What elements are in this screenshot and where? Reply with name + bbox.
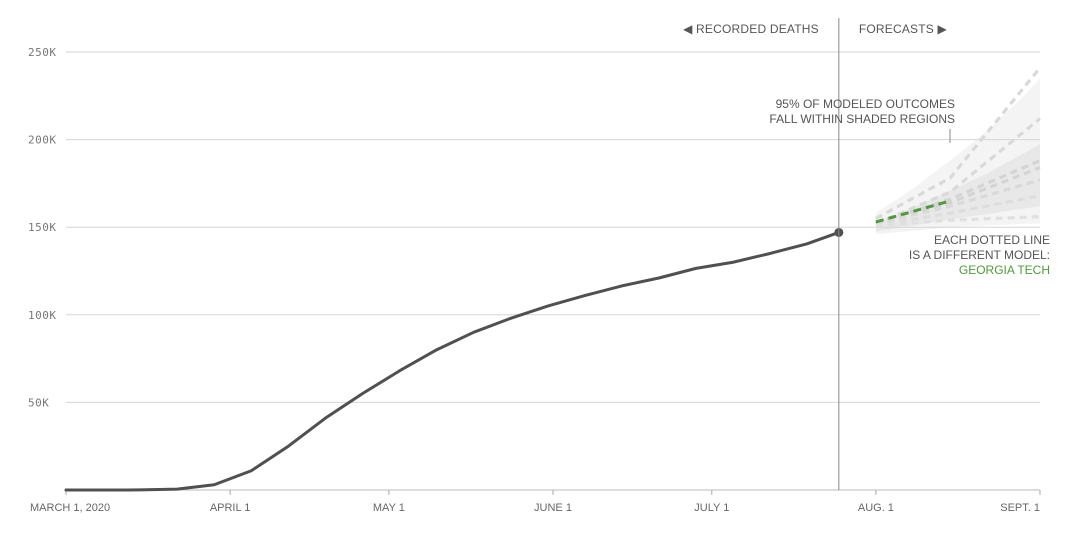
x-tick-label: JULY 1 [694,502,729,514]
y-tick-label: 200K [28,134,57,147]
highlight-model-label: GEORGIA TECH [959,263,1050,277]
forecast-model-line [875,66,1042,220]
recorded-deaths-layer [64,227,844,492]
x-tick-label: SEPT. 1 [1000,502,1040,514]
x-tick-label: JUNE 1 [534,502,572,514]
forecast-model-line [875,117,1042,226]
recorded-deaths-header: ◀ RECORDED DEATHS [683,22,819,36]
forecast-model-line [875,166,1041,224]
forecast-models-layer [875,66,1042,228]
y-tick-label: 150K [28,221,57,234]
x-tick-label: APRIL 1 [210,502,251,514]
x-tick-label: AUG. 1 [858,502,894,514]
band-annotation-line-2: FALL WITHIN SHADED REGIONS [769,112,955,126]
forecast-model-line [875,194,1041,228]
forecast-model-line [875,178,1041,226]
x-tick-label: MAY 1 [373,502,405,514]
axis-labels: 50K 100K 150K 200K 250K MARCH 1, 2020 APRIL 1 M… [28,46,1040,514]
recorded-deaths-line [64,230,841,492]
forecast-model-line [875,215,1041,228]
band-annotation-line-1: 95% OF MODELED OUTCOMES [776,97,955,111]
forecast-band-outer [875,78,1040,235]
models-annotation-line-2: IS A DIFFERENT MODEL: [909,248,1050,262]
x-tick-label: MARCH 1, 2020 [30,502,110,514]
models-annotation-line-1: EACH DOTTED LINE [934,233,1050,247]
y-tick-label: 100K [28,309,57,322]
gridlines [65,51,1041,495]
forecasts-header: FORECASTS ▶ [859,22,948,36]
y-tick-label: 250K [28,46,57,59]
y-tick-label: 50K [28,396,49,409]
